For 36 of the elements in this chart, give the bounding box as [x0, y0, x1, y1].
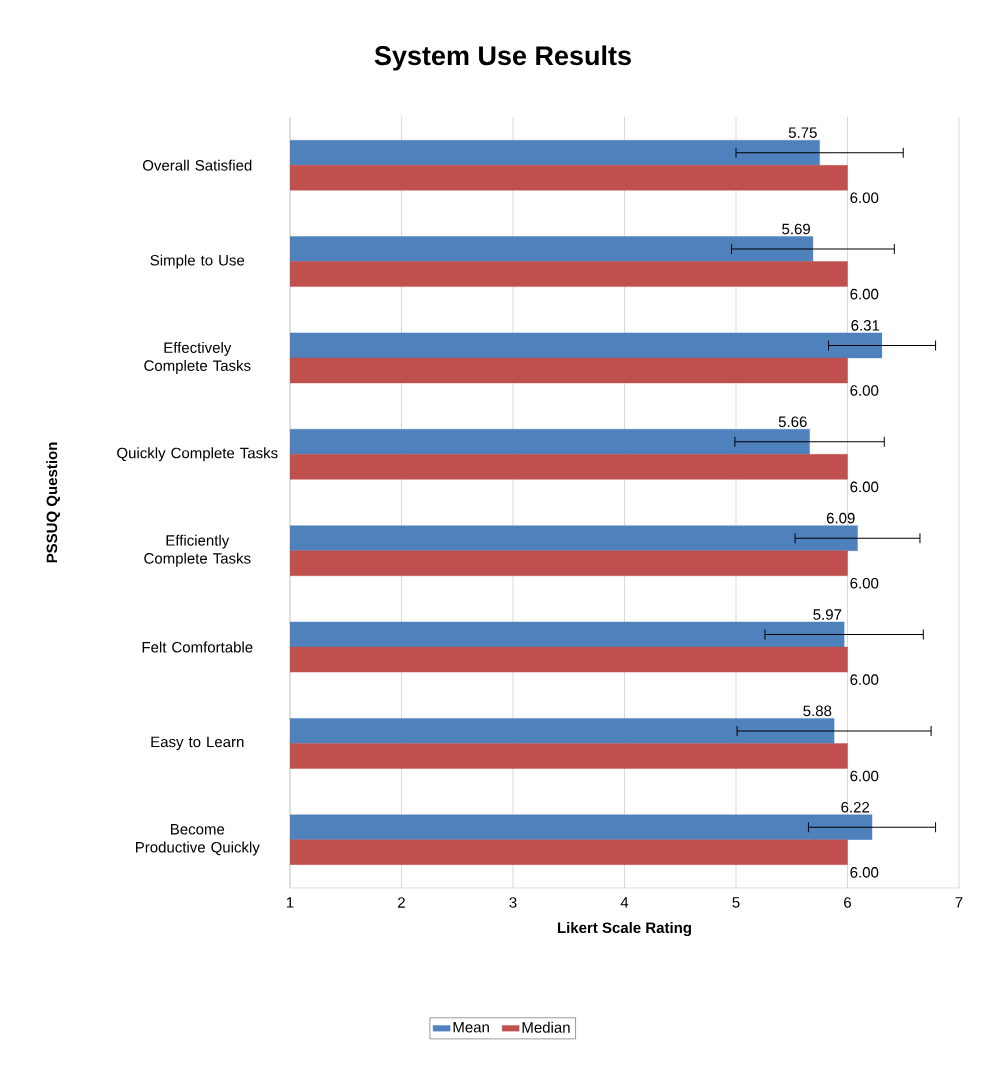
data-label: 6.00 [850, 674, 879, 685]
x-tick-label: 6 [844, 897, 852, 908]
y-tick-label: Felt Comfortable [142, 641, 253, 653]
data-label: 6.00 [850, 481, 879, 493]
x-tick-label: 2 [398, 897, 405, 908]
data-label: 6.31 [851, 320, 880, 331]
x-tick-label: 4 [620, 897, 629, 908]
data-label: 6.00 [850, 288, 879, 300]
legend-label: Median [522, 1021, 570, 1033]
y-tick-label: Effectively Complete Tasks [144, 341, 251, 374]
data-label: 6.00 [850, 192, 879, 204]
y-tick-label: Become Productive Quickly [136, 824, 260, 856]
y-tick-label: Efficiently Complete Tasks [144, 534, 251, 567]
data-label: 5.88 [803, 705, 832, 717]
data-label: 5.66 [778, 416, 807, 428]
legend-label: Mean [453, 1022, 489, 1033]
data-label: 6.00 [850, 867, 879, 878]
x-tick-label: 1 [286, 897, 294, 908]
data-label: 6.00 [850, 577, 879, 589]
x-axis-title: Likert Scale Rating [557, 922, 691, 937]
chart-title: System Use Results [374, 45, 631, 71]
data-label: 6.00 [850, 385, 879, 396]
data-label: 6.09 [826, 512, 855, 524]
y-axis-title: PSSUQ Question [46, 442, 61, 563]
data-label: 5.75 [788, 127, 817, 138]
data-label: 6.00 [850, 770, 879, 782]
y-tick-label: Overall Satisfied [142, 159, 252, 171]
data-label: 5.97 [813, 609, 842, 620]
y-tick-label: Simple to Use [150, 254, 245, 269]
y-tick-label: Quickly Complete Tasks [117, 447, 278, 462]
data-label: 6.22 [841, 801, 870, 813]
x-tick-label: 5 [732, 897, 740, 908]
data-label: 5.69 [782, 223, 810, 235]
x-tick-label: 7 [955, 897, 963, 908]
x-tick-label: 3 [509, 897, 517, 908]
y-tick-label: Easy to Learn [151, 736, 244, 751]
